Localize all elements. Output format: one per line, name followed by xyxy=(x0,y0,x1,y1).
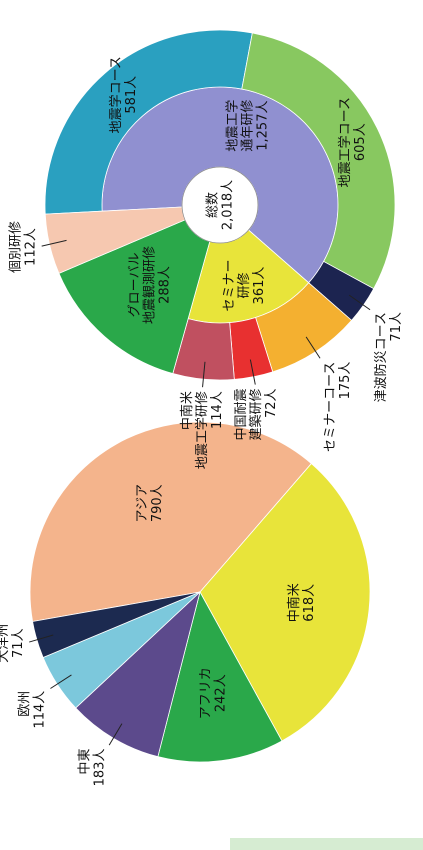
leader-line xyxy=(29,634,54,643)
leader-line xyxy=(202,361,206,388)
leader-line xyxy=(348,294,371,311)
slice-label: 361人 xyxy=(251,267,266,305)
slice-label: 中南米地震工学研修 xyxy=(179,391,210,469)
slice-label: 欧州 xyxy=(17,691,32,717)
outer-slice xyxy=(44,29,253,215)
center-label: 総数 xyxy=(205,192,220,218)
slice-label: 大洋州 xyxy=(0,624,10,663)
leader-line xyxy=(50,674,72,689)
slice-label: 地震工学通年研修 xyxy=(224,100,255,152)
pie-slice xyxy=(157,590,283,763)
slice-label: 112人 xyxy=(23,228,38,266)
leader-line xyxy=(305,336,321,359)
slice-label: 中東 xyxy=(76,749,92,775)
slice-label: 71人 xyxy=(388,312,403,342)
pie-slice xyxy=(29,421,312,622)
slice-label: 183人 xyxy=(92,749,107,787)
slice-label: 790人 xyxy=(150,484,165,522)
slice-label: 618人 xyxy=(301,584,316,622)
slice-label: グローバル地震観測研修 xyxy=(127,246,157,324)
slice-label: 津波防災コース xyxy=(372,312,388,402)
cut-off-strip xyxy=(230,838,423,850)
pie-slice xyxy=(199,463,371,742)
center-hole xyxy=(181,166,259,244)
slice-label: 1,257人 xyxy=(255,101,270,151)
outer-slice xyxy=(241,32,396,290)
slice-label: 71人 xyxy=(10,628,25,658)
slice-label: 605人 xyxy=(352,123,367,161)
slice-label: 地震学コース xyxy=(108,56,124,133)
slice-label: 581人 xyxy=(124,76,139,114)
slice-label: 個別研修 xyxy=(8,221,23,273)
slice-label: 114人 xyxy=(32,691,47,729)
slice-label: 114人 xyxy=(210,391,225,429)
slice-label: 242人 xyxy=(213,674,228,712)
slice-label: アフリカ xyxy=(198,667,213,719)
slice-label: セミナーコース xyxy=(322,362,337,452)
slice-label: 中南米 xyxy=(285,583,301,622)
slice-label: 72人 xyxy=(264,388,279,418)
slice-label: 175人 xyxy=(337,362,352,400)
slice-label: 288人 xyxy=(157,266,172,304)
center-label: 2,018人 xyxy=(220,180,235,230)
leader-line xyxy=(41,239,67,247)
slice-label: セミナー研修 xyxy=(221,260,251,312)
leader-line xyxy=(108,723,123,746)
leader-line xyxy=(249,359,256,385)
slice-label: 中国耐震建築研修 xyxy=(234,388,264,440)
slice-label: アジア xyxy=(135,484,150,522)
slice-label: 地震工学コース xyxy=(336,97,352,187)
